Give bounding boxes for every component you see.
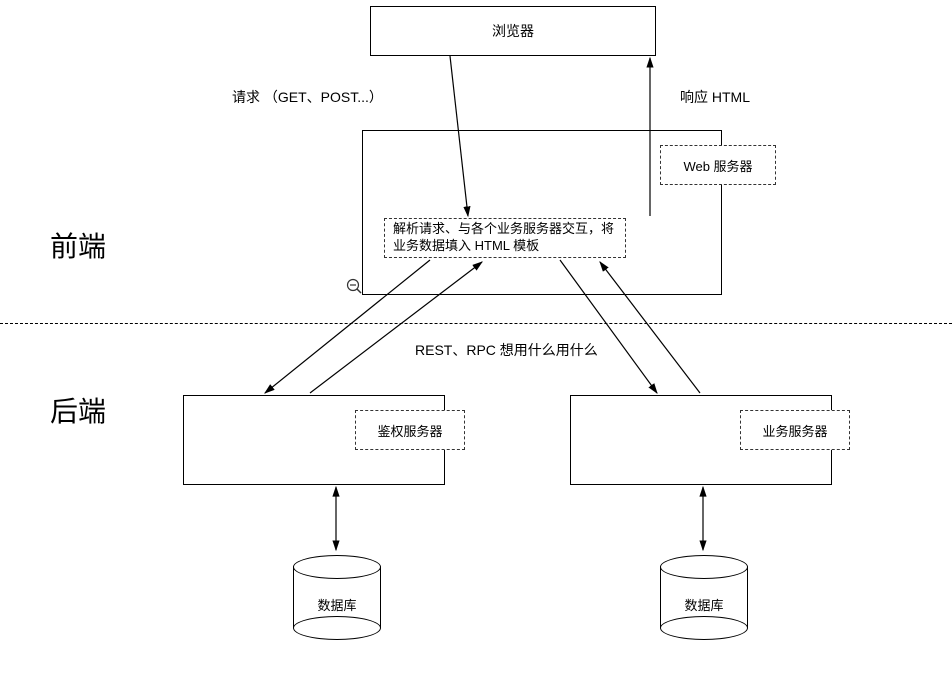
frontend-label: 前端 bbox=[50, 225, 106, 265]
auth-tag: 鉴权服务器 bbox=[355, 410, 465, 450]
rest-label: REST、RPC 想用什么用什么 bbox=[415, 340, 598, 360]
auth-tag-label: 鉴权服务器 bbox=[377, 421, 442, 440]
db2-node: 数据库 bbox=[660, 555, 748, 640]
backend-label: 后端 bbox=[50, 390, 106, 430]
webserver-tag: Web 服务器 bbox=[660, 145, 776, 185]
db1-node: 数据库 bbox=[293, 555, 381, 640]
biz-tag: 业务服务器 bbox=[740, 410, 850, 450]
parser-label: 解析请求、与各个业务服务器交互，将业务数据填入 HTML 模板 bbox=[393, 221, 617, 255]
webserver-tag-label: Web 服务器 bbox=[683, 156, 752, 175]
parser-node: 解析请求、与各个业务服务器交互，将业务数据填入 HTML 模板 bbox=[384, 218, 626, 258]
db2-label: 数据库 bbox=[660, 595, 748, 614]
biz-tag-label: 业务服务器 bbox=[762, 421, 827, 440]
browser-label: 浏览器 bbox=[492, 21, 534, 41]
section-divider bbox=[0, 323, 952, 324]
db1-label: 数据库 bbox=[293, 595, 381, 614]
browser-node: 浏览器 bbox=[370, 6, 656, 56]
response-label: 响应 HTML bbox=[680, 87, 750, 107]
zoom-out-icon[interactable] bbox=[346, 278, 364, 296]
request-label: 请求 （GET、POST...） bbox=[232, 87, 383, 107]
edges-layer bbox=[0, 0, 952, 677]
